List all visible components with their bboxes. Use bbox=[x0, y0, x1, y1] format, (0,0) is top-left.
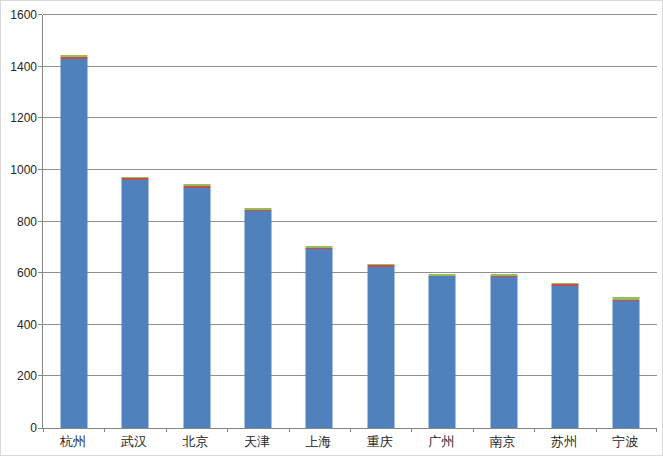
bar-2 bbox=[183, 184, 210, 428]
x-axis-tick bbox=[227, 428, 228, 432]
bar-4 bbox=[306, 246, 333, 428]
bar-5 bbox=[367, 264, 394, 428]
x-axis-tick bbox=[411, 428, 412, 432]
bar-0-segment-series-1 bbox=[60, 59, 87, 428]
x-axis-tick bbox=[473, 428, 474, 432]
y-axis-tick-label: 800 bbox=[3, 215, 37, 229]
y-axis-tick-label: 600 bbox=[3, 266, 37, 280]
y-axis-tick-label: 0 bbox=[3, 421, 37, 435]
y-axis-tick bbox=[38, 14, 42, 15]
x-axis-tick bbox=[104, 428, 105, 432]
x-axis-category-label: 广州 bbox=[410, 434, 471, 450]
bar-7 bbox=[490, 274, 517, 428]
y-axis-tick-label: 1400 bbox=[3, 60, 37, 74]
bar-1-segment-series-1 bbox=[122, 180, 149, 428]
bar-slot-1 bbox=[104, 15, 165, 428]
x-axis-category-label: 北京 bbox=[165, 434, 226, 450]
bar-slot-3 bbox=[227, 15, 288, 428]
bar-9 bbox=[613, 297, 640, 428]
x-axis-tick bbox=[656, 428, 657, 432]
y-axis-tick-label: 1600 bbox=[3, 8, 37, 22]
x-axis-category-label: 苏州 bbox=[533, 434, 594, 450]
y-axis-tick bbox=[38, 221, 42, 222]
bar-1 bbox=[122, 177, 149, 428]
x-axis-tick bbox=[596, 428, 597, 432]
bar-slot-4 bbox=[289, 15, 350, 428]
bar-7-segment-series-1 bbox=[490, 277, 517, 428]
chart-canvas: 0 200 400 600 800 1000 1200 1400 1600 杭州武汉北京天津上海… bbox=[0, 0, 663, 456]
bar-8 bbox=[551, 283, 578, 428]
x-axis-category-label: 宁波 bbox=[595, 434, 656, 450]
bar-slot-9 bbox=[596, 15, 657, 428]
bar-9-segment-series-1 bbox=[613, 301, 640, 428]
bar-4-segment-series-1 bbox=[306, 249, 333, 428]
bar-3-segment-series-1 bbox=[244, 211, 271, 428]
y-axis-tick bbox=[38, 272, 42, 273]
y-axis-tick bbox=[38, 66, 42, 67]
y-axis-tick-label: 400 bbox=[3, 318, 37, 332]
y-axis-tick-label: 200 bbox=[3, 369, 37, 383]
y-axis-tick bbox=[38, 324, 42, 325]
bar-6 bbox=[429, 274, 456, 428]
bar-slot-2 bbox=[166, 15, 227, 428]
bar-6-segment-series-1 bbox=[429, 276, 456, 428]
bar-0 bbox=[60, 55, 87, 428]
y-axis-tick bbox=[38, 169, 42, 170]
y-axis-tick bbox=[38, 117, 42, 118]
bar-slot-8 bbox=[534, 15, 595, 428]
y-axis-tick-label: 1000 bbox=[3, 163, 37, 177]
bar-slot-7 bbox=[473, 15, 534, 428]
x-axis-tick bbox=[534, 428, 535, 432]
x-axis-labels: 杭州武汉北京天津上海重庆广州南京苏州宁波 bbox=[42, 434, 656, 450]
x-axis-category-label: 重庆 bbox=[349, 434, 410, 450]
x-axis-category-label: 天津 bbox=[226, 434, 287, 450]
y-axis-tick bbox=[38, 428, 42, 429]
x-axis-category-label: 上海 bbox=[288, 434, 349, 450]
bar-slot-0 bbox=[43, 15, 104, 428]
bar-slot-6 bbox=[411, 15, 472, 428]
bar-8-segment-series-1 bbox=[551, 286, 578, 428]
plot-area bbox=[42, 15, 657, 429]
bar-slot-5 bbox=[350, 15, 411, 428]
bar-2-segment-series-1 bbox=[183, 188, 210, 428]
x-axis-category-label: 杭州 bbox=[42, 434, 103, 450]
x-axis-category-label: 南京 bbox=[472, 434, 533, 450]
bar-5-segment-series-1 bbox=[367, 267, 394, 428]
x-axis-tick bbox=[289, 428, 290, 432]
x-axis-category-label: 武汉 bbox=[103, 434, 164, 450]
x-axis-tick bbox=[166, 428, 167, 432]
y-axis-tick bbox=[38, 375, 42, 376]
x-axis-tick bbox=[43, 428, 44, 432]
x-axis-tick bbox=[350, 428, 351, 432]
y-axis-tick-label: 1200 bbox=[3, 111, 37, 125]
bar-3 bbox=[244, 208, 271, 428]
bars-container bbox=[43, 15, 657, 428]
